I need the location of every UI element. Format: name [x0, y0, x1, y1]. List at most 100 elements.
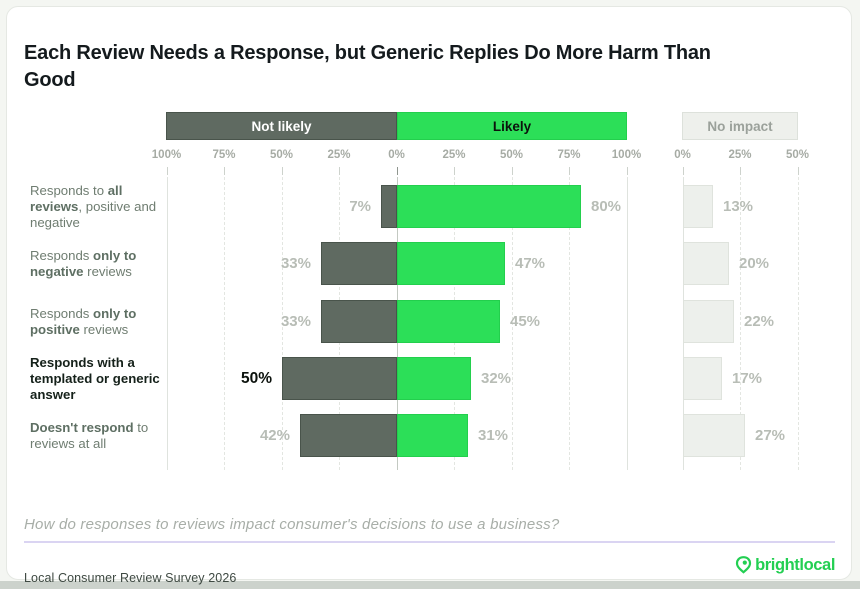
main-gridline	[166, 177, 168, 470]
impact-axis-tick-label: 50%	[785, 149, 810, 161]
chart-row: Doesn't respond to reviews at all 42% 31% 2…	[0, 414, 860, 457]
row-label: Responds only to negative reviews	[30, 235, 160, 292]
main-gridline	[281, 177, 283, 470]
legend-not-likely: Not likely	[166, 112, 397, 140]
brand-name: brightlocal	[755, 555, 835, 574]
brightlocal-logo-icon	[735, 556, 752, 574]
row-label: Responds with a templated or generic ans…	[30, 350, 160, 407]
legend-likely: Likely	[397, 112, 627, 140]
value-not-likely: 33%	[280, 255, 311, 272]
main-axis-tick-label: 75%	[212, 149, 236, 161]
impact-gridline	[797, 177, 799, 470]
legend-no-impact-label: No impact	[707, 118, 773, 134]
impact-axis-tick-label: 0%	[674, 149, 691, 161]
main-axis-tick-mark	[511, 167, 513, 175]
value-likely: 47%	[515, 255, 546, 272]
row-label-segment: Responds	[30, 305, 94, 321]
footer-divider	[24, 541, 835, 543]
bar-no-impact	[683, 300, 734, 343]
legend-likely-label: Likely	[492, 118, 532, 134]
value-no-impact: 17%	[732, 370, 763, 387]
background-strip	[0, 581, 860, 589]
value-not-likely: 7%	[349, 198, 371, 215]
main-axis-tick-mark	[569, 167, 570, 175]
main-axis-tick-label: 50%	[499, 149, 524, 161]
main-axis-tick-mark	[224, 167, 225, 175]
bar-no-impact	[683, 242, 729, 285]
main-axis-tick-label: 100%	[611, 149, 642, 161]
main-gridline	[626, 177, 628, 470]
main-axis-tick-mark	[166, 167, 168, 175]
chart-row: Responds only to negative reviews 33% 47% 2…	[0, 242, 860, 285]
value-no-impact: 27%	[755, 427, 786, 444]
bar-likely	[397, 242, 505, 285]
chart-row: Responds with a templated or generic ans…	[0, 355, 860, 402]
chart-card	[6, 6, 852, 580]
bar-not-likely	[282, 357, 397, 400]
bar-likely	[397, 414, 468, 457]
main-gridline	[511, 177, 513, 470]
main-axis-tick-mark	[396, 167, 398, 175]
row-label-segment: only to positive	[30, 305, 137, 337]
chart-row: Responds to all reviews, positive and ne…	[0, 183, 860, 230]
main-gridline	[224, 177, 225, 470]
main-axis-tick-label: 75%	[557, 149, 581, 161]
bar-likely	[397, 300, 500, 343]
chart-row: Responds only to positive reviews 33% 45% 2…	[0, 300, 860, 343]
legend-no-impact: No impact	[682, 112, 798, 140]
row-label-segment: Responds to	[30, 182, 108, 198]
brand-logo: brightlocal	[735, 554, 835, 576]
bar-not-likely	[321, 300, 397, 343]
main-gridline	[569, 177, 570, 470]
chart-title: Each Review Needs a Response, but Generi…	[24, 42, 711, 92]
main-axis-tick-mark	[626, 167, 628, 175]
row-label-segment: , positive and negative	[30, 198, 157, 230]
bar-not-likely	[321, 242, 397, 285]
value-likely: 45%	[510, 313, 541, 330]
bar-not-likely	[300, 414, 397, 457]
row-label-segment: Doesn't respond	[30, 419, 134, 435]
main-axis-tick-mark	[281, 167, 283, 175]
impact-axis-tick-mark	[797, 167, 799, 175]
legend-not-likely-label: Not likely	[251, 118, 312, 134]
main-axis-tick-mark	[454, 167, 455, 175]
main-axis-tick-label: 50%	[269, 149, 294, 161]
row-label-segment: Responds	[30, 247, 94, 263]
value-likely: 80%	[591, 198, 622, 215]
impact-gridline	[740, 177, 741, 470]
bar-not-likely	[381, 185, 397, 228]
value-not-likely: 42%	[259, 427, 290, 444]
source-label: Local Consumer Review Survey 2026	[24, 570, 237, 585]
row-label-segment: reviews	[83, 263, 132, 279]
bar-no-impact	[683, 357, 722, 400]
value-no-impact: 20%	[739, 255, 770, 272]
row-label-segment: all reviews	[30, 182, 123, 214]
row-label: Responds to all reviews, positive and ne…	[30, 178, 160, 235]
value-likely: 32%	[481, 370, 512, 387]
row-label-segment: only to negative	[30, 247, 137, 279]
row-label-segment: Responds with a templated or generic ans…	[30, 354, 160, 402]
impact-axis-tick-mark	[740, 167, 741, 175]
row-label-segment: to reviews at all	[30, 419, 149, 451]
row-label: Responds only to positive reviews	[30, 293, 160, 350]
main-axis-tick-label: 25%	[327, 149, 351, 161]
value-not-likely: 50%	[240, 370, 272, 387]
bar-no-impact	[683, 185, 713, 228]
row-label: Doesn't respond to reviews at all	[30, 407, 160, 464]
bar-likely	[397, 185, 581, 228]
value-not-likely: 33%	[280, 313, 311, 330]
main-axis-tick-label: 100%	[151, 149, 182, 161]
value-likely: 31%	[478, 427, 509, 444]
main-axis-tick-mark	[339, 167, 340, 175]
main-axis-tick-label: 25%	[442, 149, 466, 161]
impact-axis-tick-mark	[682, 167, 684, 175]
survey-question: How do responses to reviews impact consu…	[24, 516, 560, 533]
row-label-segment: reviews	[79, 321, 129, 337]
main-axis-tick-label: 0%	[388, 149, 405, 161]
value-no-impact: 13%	[723, 198, 754, 215]
value-no-impact: 22%	[744, 313, 775, 330]
bar-no-impact	[683, 414, 745, 457]
bar-likely	[397, 357, 471, 400]
impact-axis-tick-label: 25%	[728, 149, 752, 161]
